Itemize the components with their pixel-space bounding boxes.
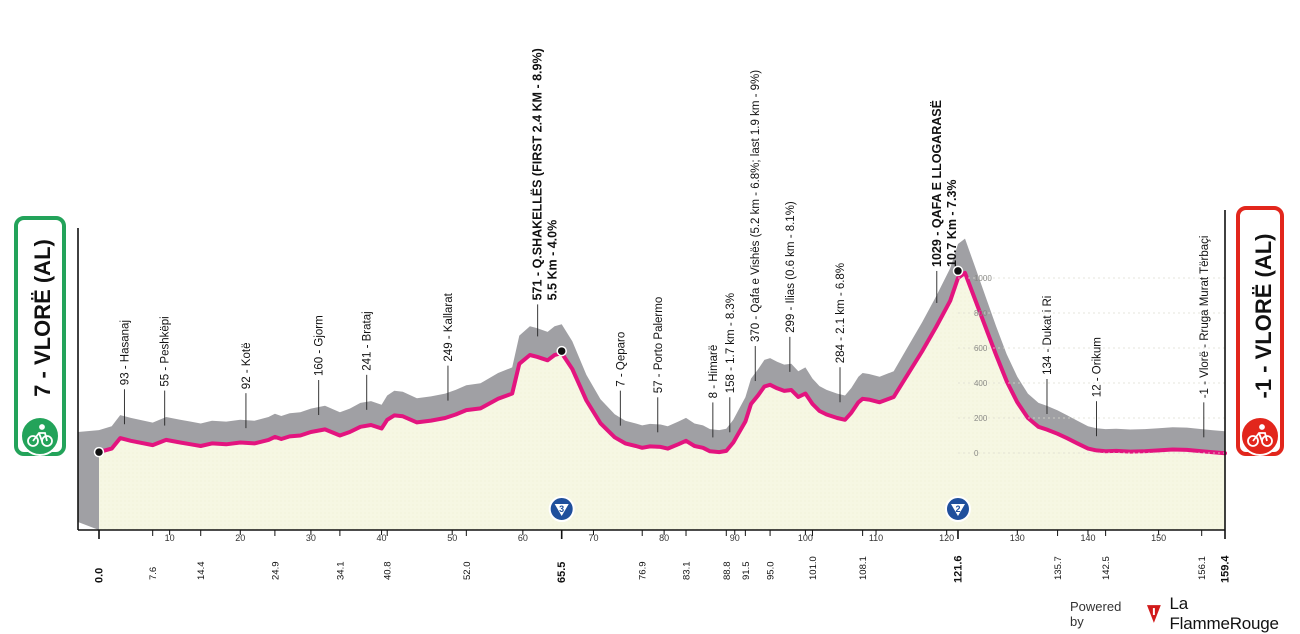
brand-name: La FlammeRouge	[1170, 594, 1300, 634]
waypoint-label: 299 - Ilias (0.6 km - 8.1%)	[785, 201, 797, 333]
waypoint-label: 93 - Hasanaj	[119, 320, 131, 385]
waypoint-labels: 93 - Hasanaj 55 - Peshkëpi 92 - Kotë 160 - …	[119, 48, 1210, 398]
distance-tick-label: 140	[1080, 533, 1095, 543]
waypoint-label: 158 - 1.7 km - 8.3%	[725, 293, 737, 393]
waypoint-label: 12 - Orikum	[1091, 337, 1103, 397]
distance-tick-label: 20	[235, 533, 245, 543]
finish-badge: -1 - VLORË (AL)	[1238, 208, 1282, 455]
key-distance-label: 14.4	[196, 562, 207, 581]
waypoint-label: 571 - Q.SHAKELLËS (FIRST 2.4 KM - 8.9%)	[530, 48, 545, 300]
waypoint-label: 55 - Peshkëpi	[160, 316, 172, 386]
climb-category-label: 3	[559, 504, 564, 514]
elevation-tick-label: 0	[974, 449, 979, 458]
distance-tick-label: 70	[588, 533, 598, 543]
key-distance-label: 91.5	[741, 562, 752, 581]
waypoint-label: 1029 - QAFA E LLOGARASË	[929, 100, 944, 267]
footer-credit: Powered by La FlammeRouge	[1070, 603, 1300, 625]
waypoint-label: 57 - Porto Palermo	[653, 297, 665, 394]
key-distance-label: 0.0	[94, 568, 106, 583]
elevation-tick-label: 400	[974, 379, 988, 388]
key-distance-label: 156.1	[1197, 556, 1208, 580]
key-distance-label: 24.9	[270, 562, 281, 581]
elevation-tick-label: 600	[974, 344, 988, 353]
key-distance-label: 88.8	[722, 562, 733, 581]
distance-tick-label: 10	[165, 533, 175, 543]
waypoint-label: 249 - Kallarat	[443, 292, 455, 361]
distance-tick-label: 90	[730, 533, 740, 543]
waypoint-label: 7 - Qeparo	[615, 332, 627, 387]
key-distance-label: 95.0	[766, 562, 777, 581]
waypoint-label: 241 - Brataj	[362, 311, 374, 370]
waypoint-sublabel: 10.7 Km - 7.3%	[945, 179, 959, 267]
elevation-tick-label: 800	[974, 309, 988, 318]
waypoint-label: 134 - Dukat i Ri	[1042, 296, 1054, 375]
waypoint-label: 8 - Himarë	[708, 345, 720, 399]
key-distance-label: 7.6	[148, 567, 159, 580]
key-distance-label: 40.8	[383, 562, 394, 581]
key-distance-label: 135.7	[1053, 556, 1064, 580]
distance-tick-label: 130	[1010, 533, 1025, 543]
key-distance-label: 159.4	[1220, 555, 1232, 583]
elevation-tick-label: 1000	[974, 274, 992, 283]
key-distance-label: 76.9	[638, 562, 649, 581]
key-point-dot	[557, 347, 566, 356]
key-point-dot	[953, 266, 962, 275]
waypoint-label: 370 - Qafa e Vishës (5.2 km - 6.8%; last…	[750, 70, 762, 342]
distance-tick-label: 30	[306, 533, 316, 543]
waypoint-label: -1 - Vlorë - Rruga Murat Tërbaçi	[1199, 236, 1211, 399]
elevation-tick-label: 200	[974, 414, 988, 423]
key-distance-label: 121.6	[953, 555, 965, 583]
waypoint-label: 160 - Gjorm	[314, 315, 326, 376]
key-distance-label: 83.1	[682, 562, 693, 581]
key-distance-label: 108.1	[858, 556, 869, 580]
key-distance-label: 52.0	[462, 562, 473, 581]
distance-labels: 10 20 30 40 50 60 70 80 90 100 110 120 130 140 150 0.0 7…	[94, 533, 1232, 583]
finish-badge-label: -1 - VLORË (AL)	[1251, 234, 1276, 399]
distance-tick-label: 110	[869, 533, 883, 543]
distance-tick-label: 80	[659, 533, 669, 543]
key-distance-label: 34.1	[335, 562, 346, 581]
distance-tick-label: 150	[1151, 533, 1166, 543]
powered-by-label: Powered by	[1070, 599, 1138, 629]
distance-tick-label: 120	[939, 533, 954, 543]
flamme-rouge-logo-icon	[1146, 604, 1162, 624]
climb-category-label: 2	[955, 504, 960, 514]
waypoint-sublabel: 5.5 Km - 4.0%	[546, 220, 560, 301]
key-distance-label: 101.0	[808, 556, 819, 580]
waypoint-label: 284 - 2.1 km - 6.8%	[835, 263, 847, 363]
key-point-dot	[95, 448, 104, 457]
distance-tick-label: 50	[447, 533, 457, 543]
key-distance-label: 65.5	[556, 562, 568, 583]
distance-tick-label: 60	[518, 533, 528, 543]
distance-tick-label: 100	[798, 533, 813, 543]
start-badge: 7 - VLORË (AL)	[16, 218, 64, 455]
key-distance-label: 142.5	[1101, 556, 1112, 580]
distance-tick-label: 40	[377, 533, 387, 543]
waypoint-label: 92 - Kotë	[241, 343, 253, 390]
start-badge-label: 7 - VLORË (AL)	[30, 239, 55, 397]
